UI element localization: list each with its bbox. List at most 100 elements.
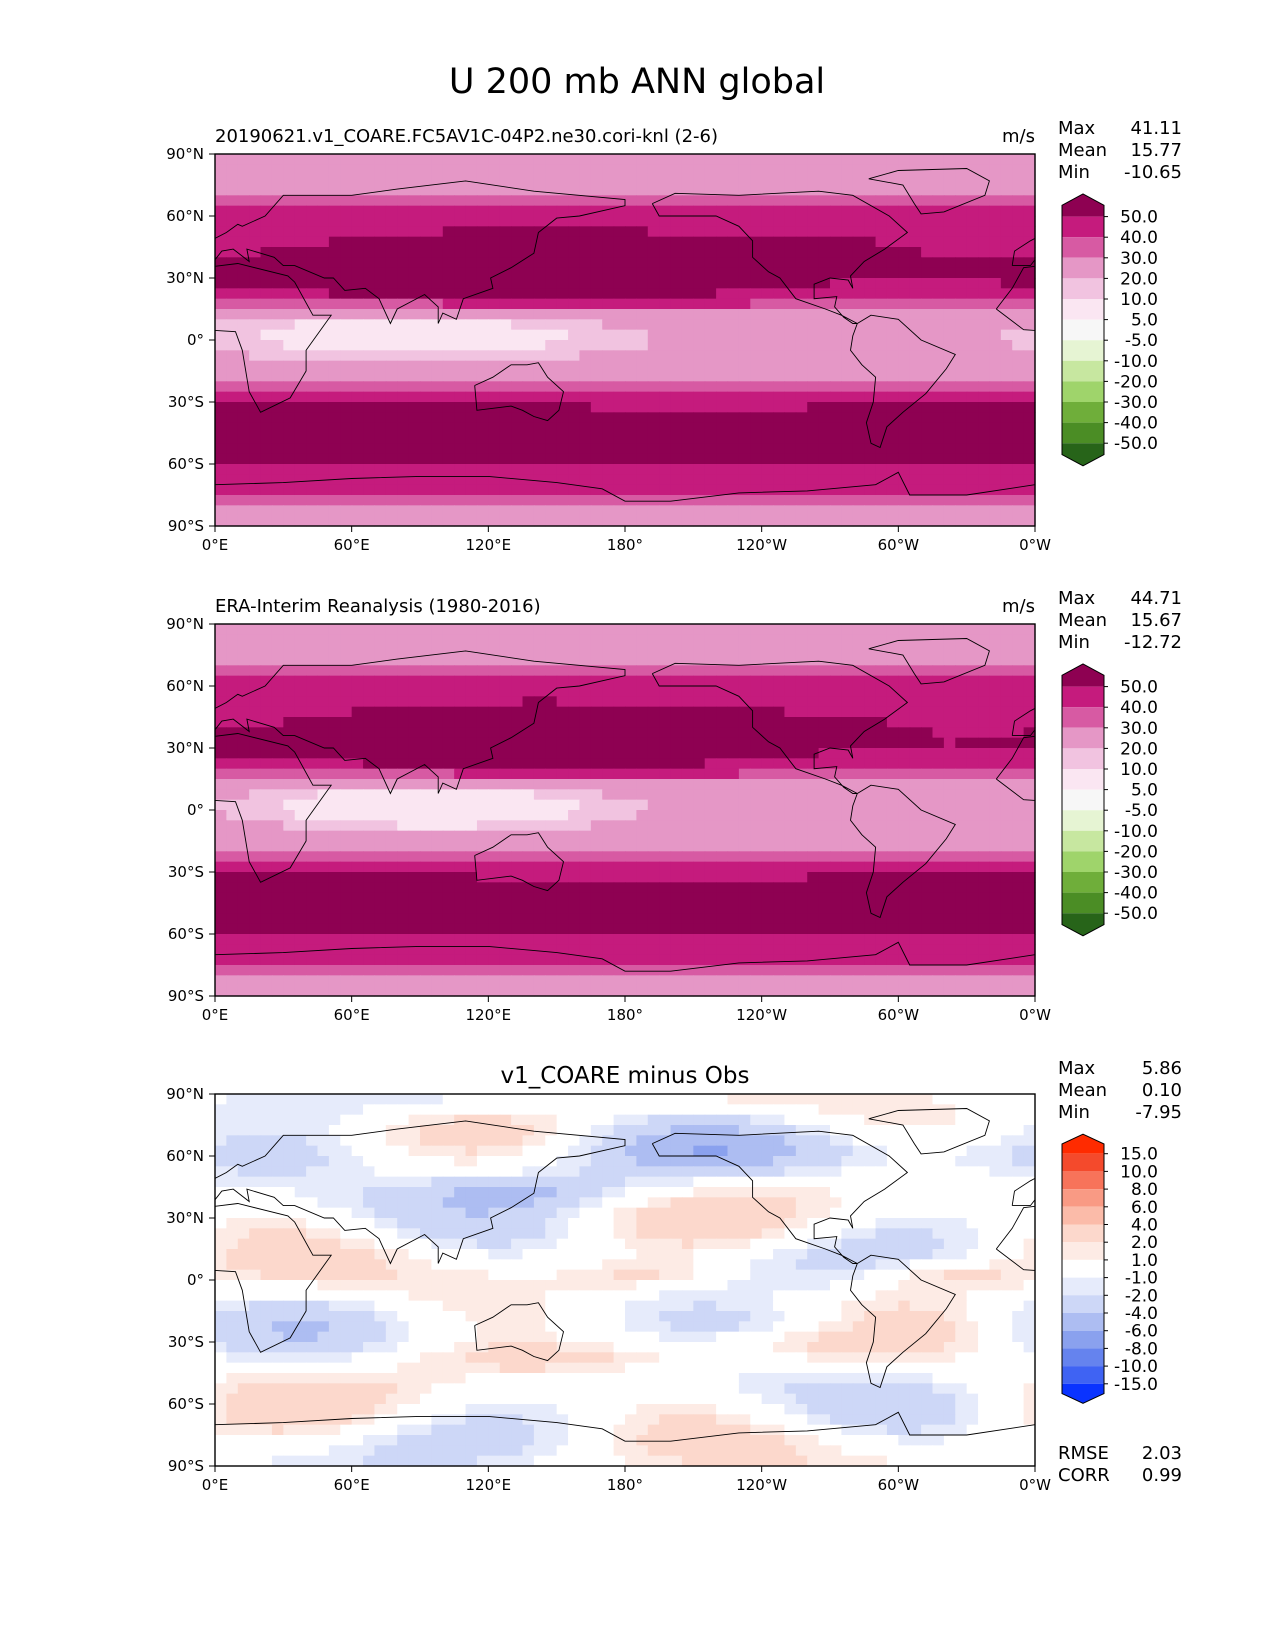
field-cell [864,851,877,863]
field-cell [374,923,387,935]
field-cell [966,903,979,914]
field-cell [499,319,512,331]
field-cell [750,665,763,677]
field-cell [738,464,751,475]
field-cell [556,644,569,656]
field-cell [226,841,239,852]
field-cell [283,748,296,759]
field-cell [226,185,239,196]
field-cell [932,768,945,780]
field-cell [397,923,410,935]
field-cell [704,174,717,186]
field-cell [328,195,341,207]
field-cell [795,624,808,635]
field-cell [886,706,899,718]
field-cell [716,371,729,382]
field-cell [579,706,592,718]
field-cell [499,278,512,289]
field-cell [420,257,432,269]
field-cell [1000,665,1013,677]
field-cell [431,309,444,320]
field-cell [807,226,820,238]
field-cell [636,464,649,475]
field-cell [363,758,376,770]
field-cell [921,257,934,269]
field-cell [328,779,341,790]
north-america-coastline [651,190,909,324]
field-cell [317,247,330,258]
field-cell [408,758,421,770]
y-tick-label: 60°N [166,207,204,225]
field-cell [533,655,546,666]
field-cell [636,944,649,956]
field-cell [1023,789,1036,801]
field-cell [237,748,250,759]
field-ref [215,624,1036,997]
field-cell [328,350,341,362]
field-cell [545,675,558,687]
colorbar-label: -5.0 [1125,331,1158,351]
field-cell [681,505,694,517]
field-cell [761,748,774,759]
field-cell [636,412,649,424]
field-cell [442,810,455,821]
field-cell [909,810,922,821]
field-cell [306,944,319,956]
field-cell [545,484,558,496]
field-cell [522,768,535,780]
field-cell [647,433,660,444]
field-cell [374,309,387,320]
field-cell [408,164,421,176]
field-cell [397,882,410,894]
field-cell [966,340,979,351]
field-cell [1000,360,1013,372]
field-cell [215,402,227,413]
field-cell [1000,634,1013,646]
field-cell [545,758,558,770]
field-cell [590,402,603,413]
field-cell [943,433,956,444]
field-cell [385,236,398,248]
field-cell [830,453,842,465]
field-cell [385,433,398,444]
field-cell [215,443,227,455]
field-cell [898,309,911,320]
field-cell [420,391,432,403]
field-cell [1023,267,1036,279]
field-cell [989,758,1002,770]
field-cell [215,474,227,486]
field-cell [340,319,353,331]
field-cell [385,810,398,821]
field-cell [385,634,398,646]
field-cell [761,779,774,790]
field-cell [818,737,831,749]
field-cell [898,727,911,739]
field-cell [465,810,478,821]
field-cell [830,830,842,842]
field-cell [978,789,991,801]
field-cell [351,422,364,434]
field-cell [454,154,467,165]
field-cell [625,624,637,635]
field-cell [283,903,296,914]
field-cell [761,923,774,935]
field-cell [306,164,319,176]
field-cell [226,696,239,708]
field-cell [408,892,421,904]
field-cell [533,634,546,646]
field-cell [602,644,615,656]
field-cell [602,174,615,186]
field-cell [989,727,1002,739]
field-cell [1012,195,1025,207]
field-cell [727,495,740,506]
field-cell [317,236,330,248]
field-cell [886,851,899,863]
field-cell [727,892,740,904]
field-cell [374,717,387,728]
field-cell [989,340,1002,351]
field-cell [306,696,319,708]
field-cell [864,696,877,708]
field-cell [613,288,626,300]
field-cell [852,412,865,424]
field-cell [1000,164,1013,176]
